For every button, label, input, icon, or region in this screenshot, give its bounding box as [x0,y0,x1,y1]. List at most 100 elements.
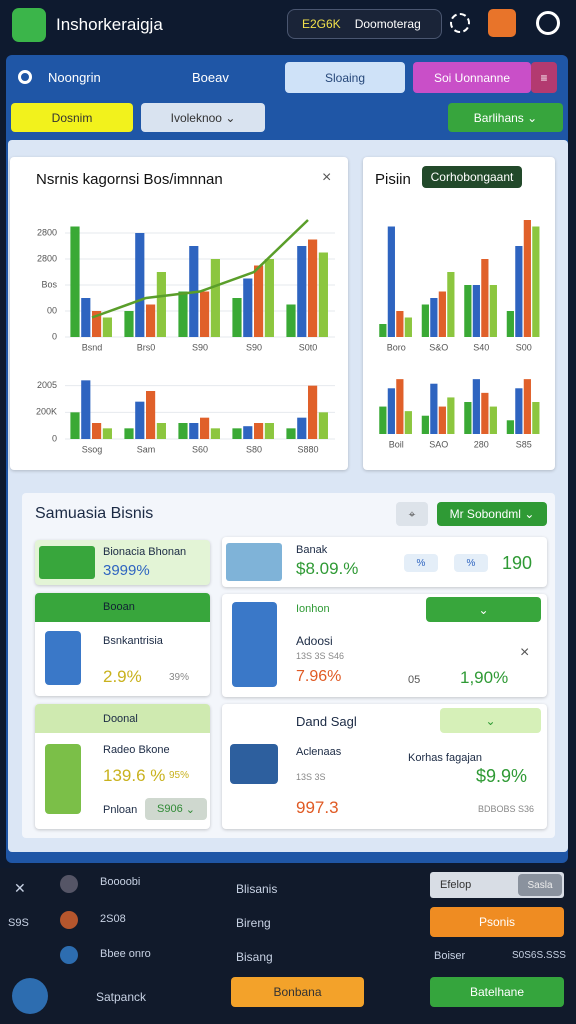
card-label: Adoosi [296,634,333,648]
green-button[interactable]: Batelhane [430,977,564,1007]
nav-icon[interactable]: ✕ [14,880,26,896]
app-title: Inshorkeraigja [56,15,163,34]
nav-item[interactable]: Bbee onro [100,948,151,960]
card-icon [39,546,95,579]
stat-card[interactable]: Dand Sagl ⌄ Aclenaas 13S 3S 997.3 Korhas… [222,704,547,829]
card-header [35,593,210,622]
bar [404,411,412,434]
app-logo[interactable] [12,8,46,42]
bar [297,417,307,439]
green-dropdown[interactable]: Mr Sobondml ⌄ [437,502,547,526]
orange-button[interactable]: Bonbana [231,977,364,1007]
bar [189,423,199,439]
dropdown[interactable]: Ivoleknoo ⌄ [141,103,265,132]
money-icon [45,744,81,814]
green-dropdown[interactable]: Barlihans ⌄ [448,103,563,132]
dropdown[interactable]: ⌄ [440,708,541,733]
chip[interactable]: % [404,554,438,572]
bar [243,426,253,439]
bar [264,259,274,337]
x-tick-label: Boil [389,439,404,449]
notification-icon[interactable] [488,9,516,37]
books-icon [226,543,282,581]
bar [387,226,395,337]
card-header-text: Dand Sagl [296,714,357,729]
bar [243,278,253,337]
nav-item[interactable]: Boooobi [100,876,141,888]
card-number: 190 [502,553,533,573]
icon-button[interactable]: ⌖ [396,502,428,526]
card-header-text: Doonal [103,713,138,725]
x-tick-label: Brs0 [137,342,156,352]
nav-icon [60,946,78,964]
tab[interactable]: Noongrin [48,70,101,85]
bar [308,239,318,337]
menu-button[interactable]: ≡ [531,62,557,93]
nav-item[interactable]: 2S08 [100,913,126,925]
trend-line [91,219,309,319]
primary-button[interactable]: Dosnim [11,103,133,132]
bar [254,423,264,439]
chart: 0 200K 2005 Ssog Sam S60 S80 S880 [36,380,335,454]
dropdown[interactable]: ⌄ [426,597,541,622]
bar [102,317,112,337]
bar [81,298,91,337]
bar [135,233,145,337]
status-pill[interactable]: E2G6K Doomoterag [287,9,442,39]
profile-icon[interactable] [536,11,560,35]
nav-icon [60,911,78,929]
bar [81,380,91,439]
chip[interactable]: % [454,554,488,572]
button-text: S906 [157,803,183,815]
card-label: Aclenaas [296,746,342,758]
card-button[interactable]: S906 ⌄ [145,798,207,820]
card-header-text: Booan [103,601,135,613]
stat-card[interactable]: Booan Bsnkantrisia 2.9% 39% [35,593,210,696]
bar [200,291,210,337]
bar [264,423,274,439]
list-item[interactable]: Bireng [236,916,271,930]
fab-button[interactable] [12,978,48,1014]
stat-card[interactable]: Banak $8.09.% % % 190 [222,537,547,587]
bar [396,311,404,337]
input-button[interactable]: Sasla [518,874,562,896]
bar [404,317,412,337]
tab-active[interactable]: Sloaing [285,62,405,93]
tab[interactable]: Boeav [192,70,229,85]
chart-card: Nsrnis kagornsi Bos/imnnan × 0 00 Bos 2800 2… [10,157,348,470]
bar [146,391,156,439]
bar [124,428,134,439]
orange-button[interactable]: Psonis [430,907,564,937]
tab-highlight[interactable]: Soi Uonnanne [413,62,531,93]
stat-card[interactable]: Ionhon ⌄ Adoosi 13S 3S S46 7.96% 05 1,90… [222,594,547,697]
stat-card[interactable]: Bionacia Bhonan 3999% [35,540,210,585]
list-item[interactable]: Blisanis [236,882,278,896]
close-icon[interactable]: × [322,169,332,186]
bar [70,412,80,439]
label: Boiser [434,950,466,962]
x-tick-label: Bsnd [82,342,103,352]
bar [438,406,446,434]
close-icon[interactable]: × [520,644,530,661]
card-sub: BDBOBS S36 [478,804,535,814]
chart: Boro S&O S40 S00 [379,220,540,352]
bar [210,428,220,439]
dropdown-text: Mr Sobondml [449,507,521,521]
dropdown-text: Barlihans [473,110,524,125]
dropdown-text: Ivoleknoo [170,110,222,125]
y-tick-label: 0 [52,433,57,443]
chart-title: Nsrnis kagornsi Bos/imnnan [36,171,223,188]
badge-code: E2G6K [302,17,341,31]
bar [532,226,540,337]
nav-button[interactable]: Satpanck [96,990,147,1004]
chart-badge[interactable]: Corhobongaant [422,166,522,188]
x-tick-label: S80 [246,444,262,454]
settings-icon[interactable] [450,13,470,33]
list-item[interactable]: Bisang [236,950,273,964]
x-tick-label: S880 [297,444,318,454]
stat-card[interactable]: Doonal Radeo Bkone 139.6 % 95% Pnloan S9… [35,704,210,829]
calculator-icon [232,602,277,687]
bar [438,291,446,337]
bar [232,428,242,439]
